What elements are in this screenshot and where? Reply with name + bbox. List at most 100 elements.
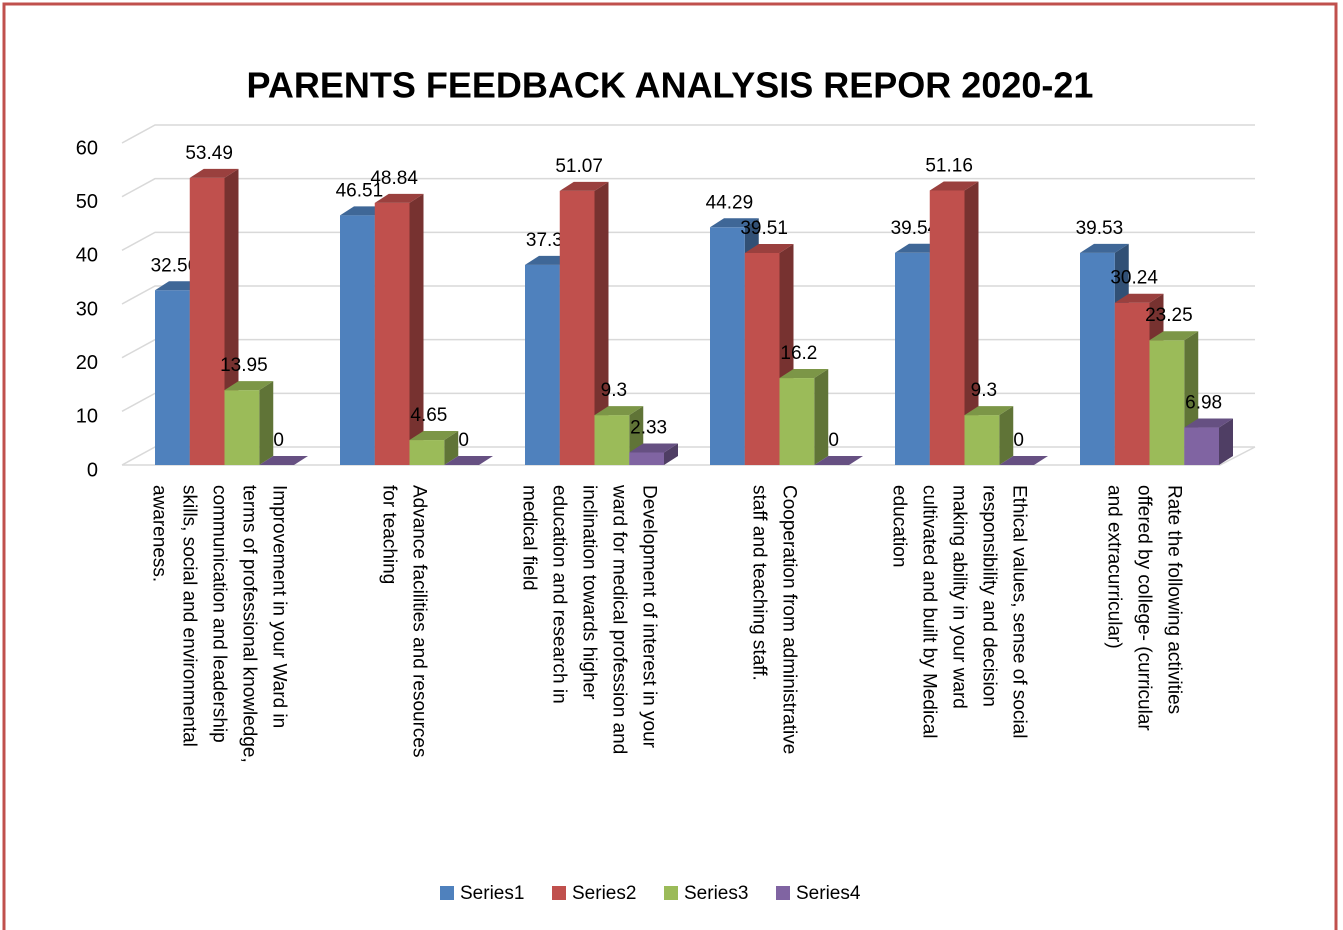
bar-top <box>999 456 1048 465</box>
value-label: 0 <box>828 430 839 451</box>
x-tick-label-line: Advance facilities and resources <box>408 485 429 757</box>
x-tick-label: Advance facilities and resources for teac… <box>378 485 429 757</box>
value-label: 13.95 <box>220 355 268 376</box>
legend-label: Series4 <box>796 883 861 904</box>
x-tick-label-line: Rate the following activities <box>1163 485 1184 714</box>
bar <box>744 252 780 465</box>
bar <box>1149 340 1185 465</box>
bar <box>895 252 930 465</box>
bar-top <box>224 381 274 391</box>
y-tick-label: 50 <box>76 191 98 213</box>
legend-swatch <box>440 886 454 900</box>
x-tick-label-line: skills, social and environmental <box>178 485 199 747</box>
bar <box>1184 427 1219 465</box>
x-tick-label: Ethical values, sense of social responsib… <box>888 485 1029 738</box>
bar <box>155 290 190 465</box>
x-tick-label-line: staff and teaching staff. <box>748 485 769 681</box>
value-label: 0 <box>1013 430 1024 451</box>
bar-side <box>964 181 979 465</box>
legend-label: Series1 <box>460 883 524 904</box>
value-label: 2.33 <box>630 418 667 439</box>
bar-side <box>999 406 1014 465</box>
x-tick-label: Improvement in your Ward in terms of prof… <box>148 485 289 763</box>
bar <box>525 264 560 465</box>
grid-line <box>121 231 1255 251</box>
value-label: 0 <box>273 430 284 451</box>
bar-top <box>1114 293 1164 303</box>
value-label: 4.65 <box>410 405 447 426</box>
bar-top <box>374 193 424 203</box>
x-tick-label-line: communication and leadership <box>208 485 229 743</box>
x-tick-label-line: and extracurricular) <box>1103 485 1124 649</box>
x-tick-label-line: making ability in your ward <box>948 485 969 709</box>
bar-top <box>1149 331 1199 341</box>
x-tick-label-line: cultivated and built by Medical <box>918 485 939 738</box>
bar-top <box>629 443 678 453</box>
value-label: 32.56 <box>151 255 199 276</box>
x-tick-label-group: Rate the following activities offered by … <box>1103 485 1184 731</box>
y-tick-label: 0 <box>87 459 98 481</box>
bar <box>929 190 965 465</box>
value-label: 9.3 <box>601 380 627 401</box>
bar <box>1080 252 1115 465</box>
bar-top <box>814 456 863 465</box>
y-tick-label: 60 <box>76 137 98 159</box>
x-tick-label-line: medical field <box>518 485 539 591</box>
bar-top <box>964 406 1014 416</box>
y-tick-label: 40 <box>76 245 98 267</box>
value-label: 37.3 <box>526 230 563 251</box>
bar-side <box>814 369 829 465</box>
x-tick-label-line: for teaching <box>378 485 399 584</box>
y-tick-label: 10 <box>76 406 98 428</box>
x-tick-label-line: ward for medical profession and <box>608 484 629 754</box>
value-label: 39.54 <box>891 218 939 239</box>
value-label: 44.29 <box>706 192 754 213</box>
value-label: 6.98 <box>1185 393 1222 414</box>
bar-side <box>259 381 274 465</box>
x-tick-label-line: offered by college- (curricular <box>1133 485 1154 731</box>
bar <box>964 415 1000 465</box>
bar <box>409 440 445 465</box>
grid-line <box>121 124 1255 144</box>
bar-top <box>189 168 239 178</box>
bar-side <box>444 431 459 465</box>
value-label: 53.49 <box>185 143 233 164</box>
legend-label: Series3 <box>684 883 748 904</box>
bar-top <box>559 181 609 191</box>
y-tick-label: 20 <box>76 352 98 374</box>
legend-swatch <box>552 886 566 900</box>
grid-line <box>121 177 1255 198</box>
x-tick-label: Rate the following activities offered by … <box>1103 485 1184 731</box>
grid-line <box>121 285 1255 305</box>
bar-side <box>1219 418 1233 465</box>
x-tick-label-line: Ethical values, sense of social <box>1008 485 1029 738</box>
x-tick-label: Development of interest in your ward for … <box>518 484 659 754</box>
bar <box>779 378 815 465</box>
bar <box>710 227 745 465</box>
value-label: 51.07 <box>555 156 603 177</box>
legend-swatch <box>776 886 790 900</box>
bar-side <box>409 193 424 465</box>
legend-swatch <box>664 886 678 900</box>
bar <box>1114 302 1150 465</box>
value-label: 30.24 <box>1110 268 1158 289</box>
value-label: 39.51 <box>740 218 788 239</box>
value-label: 51.16 <box>925 155 973 176</box>
bar-top <box>1184 418 1233 428</box>
bar <box>629 452 664 465</box>
bar-side <box>594 181 609 466</box>
x-tick-label-line: Development of interest in your <box>638 485 659 749</box>
y-tick-label: 30 <box>76 298 98 320</box>
bar <box>189 177 225 465</box>
value-label: 16.2 <box>780 343 817 364</box>
bar-top <box>1080 243 1129 253</box>
bar-top <box>710 218 759 228</box>
x-tick-label-group: Improvement in your Ward in terms of prof… <box>148 485 289 763</box>
x-tick-label-line: Cooperation from administrative <box>778 485 799 754</box>
legend-label: Series2 <box>572 883 636 904</box>
bar-side <box>664 443 678 465</box>
x-tick-label-line: responsibility and decision <box>978 485 999 707</box>
value-label: 48.84 <box>370 168 418 189</box>
x-tick-label-group: Ethical values, sense of social responsib… <box>888 485 1029 738</box>
